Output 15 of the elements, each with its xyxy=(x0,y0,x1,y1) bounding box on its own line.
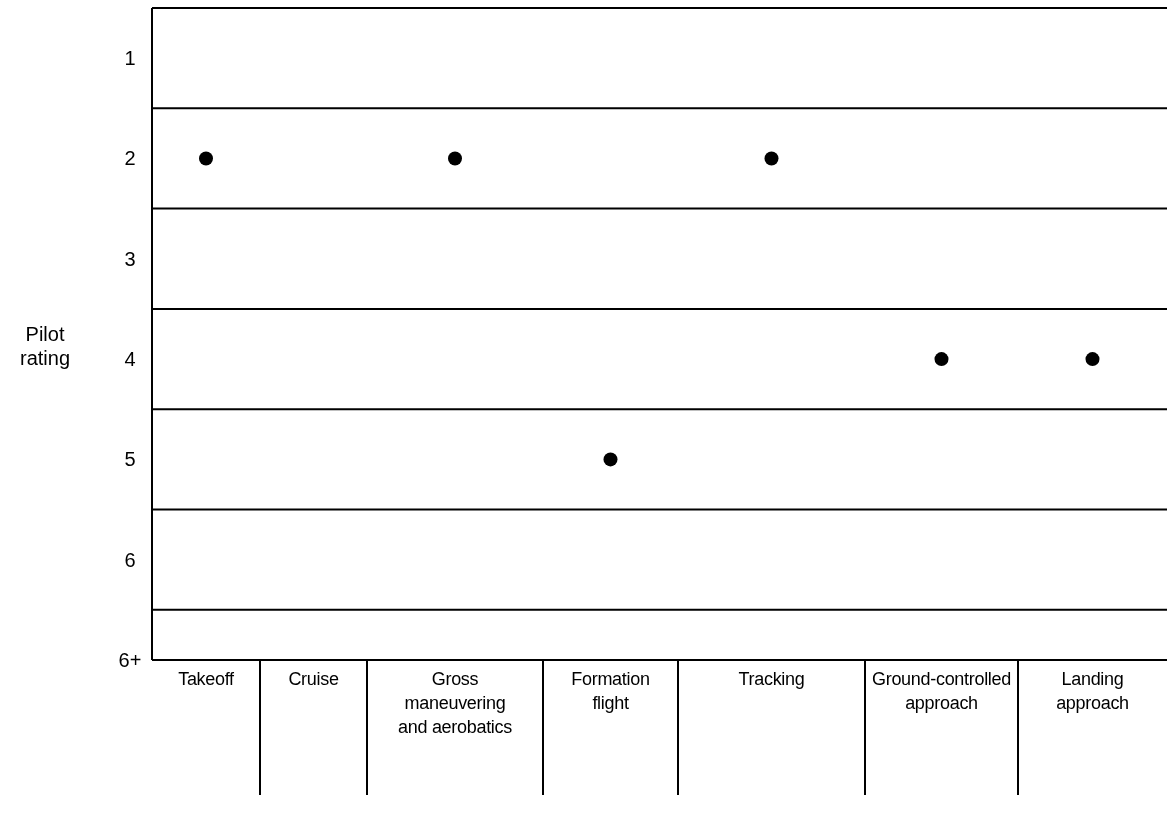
y-tick-label: 3 xyxy=(124,247,136,270)
x-tick-label: Tracking xyxy=(738,669,805,689)
x-tick-label: Cruise xyxy=(288,669,339,689)
y-axis-title: Pilot rating xyxy=(19,323,71,370)
y-tick-label: 6 xyxy=(124,548,136,571)
x-tick-label: Gross maneuvering and aerobatics xyxy=(398,669,513,737)
y-tick-label: 6+ xyxy=(118,649,142,671)
y-tick-label: 1 xyxy=(124,47,136,70)
x-tick-label: Takeoff xyxy=(178,669,236,689)
y-tick-label: 4 xyxy=(124,348,136,371)
x-tick-label: Landing approach xyxy=(1056,669,1129,713)
x-tick-label: Formation flight xyxy=(571,669,650,713)
x-tick-label: Ground-controlled approach xyxy=(872,669,1011,713)
y-tick-label: 2 xyxy=(124,147,136,170)
y-tick-label: 5 xyxy=(124,448,136,471)
